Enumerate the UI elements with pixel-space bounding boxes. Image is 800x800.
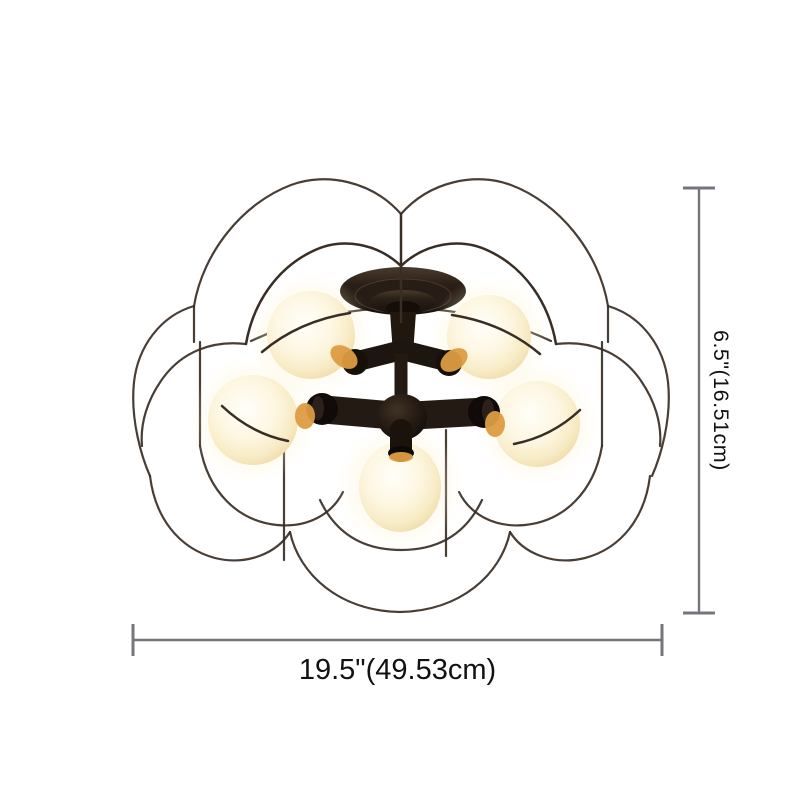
width-dimension-label: 19.5"(49.53cm)	[298, 654, 497, 686]
height-dimension-label: 6.5"(16.51cm)	[709, 330, 733, 471]
bulb-upper-right	[447, 295, 531, 379]
bulb-bottom-center	[359, 442, 441, 532]
height-dimension-line	[683, 186, 715, 615]
ceiling-canopy	[340, 267, 466, 360]
socket-glints	[295, 345, 505, 462]
width-dimension-line	[131, 624, 664, 656]
bulb-mid-left	[208, 375, 298, 465]
cage-wires-front	[220, 212, 582, 446]
bulb-mid-right	[494, 381, 580, 467]
